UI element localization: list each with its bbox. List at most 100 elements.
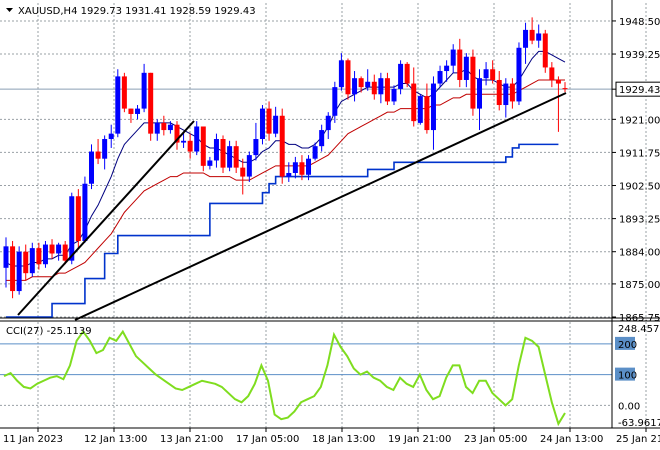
candle-body	[207, 160, 213, 166]
candle-body	[312, 146, 318, 159]
candle-body	[220, 139, 226, 168]
candle-body	[88, 151, 94, 184]
y-tick-label: 1884.00	[619, 248, 660, 259]
channel-line	[6, 143, 559, 318]
price-grid	[0, 3, 647, 318]
candle-body	[161, 122, 167, 131]
candle-body	[194, 126, 200, 152]
candle-body	[75, 196, 81, 241]
y-tick-label: 1875.00	[619, 280, 660, 291]
candle-body	[450, 49, 456, 66]
y-axis-labels: 1948.50 1939.25 1929.43 1921.00 1911.75 1902.…	[612, 17, 660, 324]
candle-body	[391, 88, 397, 102]
candle-body	[154, 122, 160, 134]
x-tick-label: 13 Jan 21:00	[160, 434, 223, 445]
y-tick-label: 1939.25	[619, 50, 660, 61]
current-price-box	[615, 81, 660, 97]
cci-y-tick-label: -63.9617	[618, 418, 660, 429]
cci-y-tick-label: 200	[618, 340, 637, 351]
candle-body	[319, 130, 325, 147]
candle-body	[10, 246, 16, 292]
candle-body	[345, 60, 351, 95]
candle-body	[16, 251, 22, 292]
cci-indicator	[3, 329, 566, 427]
candle-body	[457, 49, 463, 80]
candle-body	[404, 63, 410, 84]
candle-body	[444, 65, 450, 72]
candle-body	[102, 139, 108, 159]
candle-body	[411, 83, 417, 122]
candle-body	[36, 248, 42, 265]
candle-body	[266, 108, 272, 134]
candle-body	[95, 151, 101, 159]
candle-body	[477, 78, 483, 109]
candle-body	[128, 108, 134, 114]
candle-body	[470, 56, 476, 109]
candle-body	[174, 124, 180, 143]
candle-body	[549, 67, 555, 80]
candle-body	[82, 183, 88, 241]
candle-body	[352, 78, 358, 95]
x-tick-label: 11 Jan 2023	[3, 434, 63, 445]
candle-body	[246, 155, 252, 177]
candle-body	[167, 124, 173, 131]
cci-y-tick-label: 248.4573	[618, 324, 660, 335]
candle-body	[279, 115, 285, 177]
candle-body	[398, 63, 404, 89]
y-tick-label: 1911.75	[619, 148, 660, 159]
y-tick-label: 1865.75	[619, 313, 660, 324]
candle-body	[332, 87, 338, 116]
candle-body	[299, 162, 305, 175]
candle-body	[141, 72, 147, 109]
candle-body	[306, 158, 312, 175]
y-tick-label: 1893.25	[619, 215, 660, 226]
candles	[3, 17, 568, 299]
candle-body	[121, 76, 127, 109]
candle-body	[187, 140, 193, 152]
candle-body	[437, 71, 443, 84]
y-tick-label: 1921.00	[619, 115, 660, 126]
candle-body	[378, 78, 384, 95]
candle-body	[108, 133, 114, 140]
trendline-long	[74, 92, 567, 321]
candle-body	[181, 140, 187, 143]
candle-body	[227, 146, 233, 168]
candle-body	[49, 244, 55, 254]
candle-body	[463, 56, 469, 80]
candle-body	[23, 251, 29, 274]
x-tick-label: 17 Jan 05:00	[236, 434, 299, 445]
chart-header: XAUUSD,H4 1929.73 1931.41 1928.59 1929.4…	[18, 6, 256, 17]
y-tick-label: 1902.50	[619, 182, 660, 193]
candle-body	[365, 81, 371, 88]
x-tick-label: 24 Jan 13:00	[540, 434, 603, 445]
y-tick-label: 1929.43	[619, 85, 660, 96]
cci-header: CCI(27) -25.1139	[6, 326, 92, 337]
cci-y-tick-label: 0.00	[618, 401, 640, 412]
candle-body	[516, 47, 522, 102]
candle-body	[417, 96, 423, 123]
axes	[0, 0, 660, 429]
candle-body	[69, 196, 75, 261]
candle-body	[233, 146, 239, 168]
trendline-short	[17, 120, 195, 316]
candle-body	[562, 88, 568, 90]
candle-body	[253, 139, 259, 156]
candle-body	[56, 244, 62, 254]
symbol-dropdown-icon[interactable]	[6, 8, 13, 12]
candle-body	[3, 246, 9, 268]
candle-body	[503, 83, 509, 106]
cci-line	[3, 329, 566, 427]
candle-body	[424, 96, 430, 131]
candle-body	[384, 78, 390, 102]
trendlines	[17, 92, 567, 321]
candle-body	[536, 33, 542, 41]
cci-level-box	[615, 336, 635, 350]
candle-body	[371, 81, 377, 95]
cci-grid	[0, 322, 647, 428]
cci-y-axis-labels: 248.4573 200 100 0.00 -63.9617	[615, 324, 660, 429]
candle-body	[555, 79, 561, 84]
candle-body	[358, 78, 364, 88]
candle-body	[135, 108, 141, 114]
candle-body	[496, 79, 502, 106]
